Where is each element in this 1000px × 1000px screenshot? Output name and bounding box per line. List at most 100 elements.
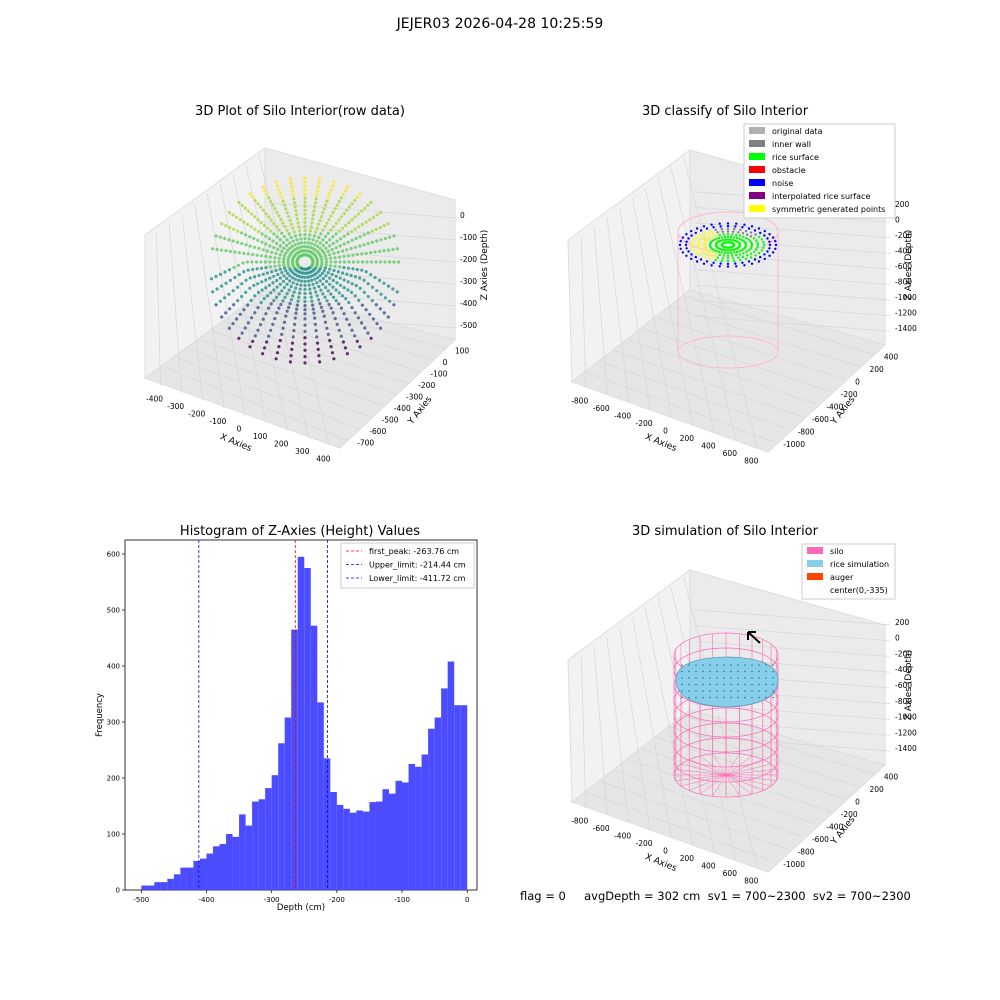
data-point xyxy=(695,235,698,239)
data-point xyxy=(740,238,743,241)
data-point xyxy=(313,316,317,320)
data-point xyxy=(287,288,291,292)
rice-point xyxy=(765,683,767,686)
data-point xyxy=(268,255,272,259)
data-point xyxy=(278,238,282,242)
data-point xyxy=(728,238,732,241)
data-point xyxy=(285,238,289,242)
data-point xyxy=(272,260,277,264)
data-point xyxy=(347,220,351,225)
y-tick-label: -300 xyxy=(406,393,423,402)
data-point xyxy=(356,260,360,264)
data-point xyxy=(276,247,280,252)
data-point xyxy=(695,227,699,230)
data-point xyxy=(310,299,314,303)
data-point xyxy=(378,225,382,230)
data-point xyxy=(762,241,765,244)
data-point xyxy=(236,229,240,233)
data-point xyxy=(240,294,244,299)
data-point xyxy=(252,283,256,288)
z-tick-label: -1400 xyxy=(895,744,917,753)
data-point xyxy=(249,298,253,302)
data-point xyxy=(699,258,703,261)
data-point xyxy=(278,282,282,286)
grid-line xyxy=(632,197,672,418)
data-point xyxy=(274,225,279,229)
data-point xyxy=(278,253,282,257)
data-point xyxy=(711,235,714,238)
data-point xyxy=(349,246,353,251)
silo-floor-line xyxy=(725,769,777,776)
data-point xyxy=(716,256,719,259)
data-point xyxy=(285,211,289,215)
data-point xyxy=(705,260,709,263)
data-point xyxy=(335,322,339,326)
rice-point xyxy=(772,683,774,686)
data-point xyxy=(303,200,307,204)
data-point xyxy=(722,254,725,257)
chart-3d-raw: -400 -300 -200 -100 0 100 200 300 400 -700 -600 -50… xyxy=(143,147,490,463)
data-point xyxy=(307,237,311,241)
z-axis-label: Z Axies (Depth) xyxy=(904,650,914,721)
data-point xyxy=(750,241,753,245)
grid-line xyxy=(670,167,737,440)
data-point xyxy=(704,247,707,250)
data-point xyxy=(318,218,322,223)
data-point xyxy=(290,244,294,248)
data-point xyxy=(382,281,386,285)
data-point xyxy=(334,221,338,225)
histogram-bar xyxy=(362,811,370,890)
data-point xyxy=(326,195,330,199)
data-point xyxy=(267,237,271,241)
rice-point xyxy=(758,696,760,699)
data-point xyxy=(295,217,299,221)
data-point xyxy=(281,260,286,264)
data-point xyxy=(720,236,723,239)
data-point xyxy=(685,254,688,257)
data-point xyxy=(699,233,702,236)
data-point xyxy=(284,269,288,273)
y-tick-label: 100 xyxy=(455,347,470,356)
data-point xyxy=(333,264,337,268)
data-point xyxy=(366,231,370,235)
legend-swatch xyxy=(749,205,765,212)
rice-point xyxy=(723,670,725,673)
data-point xyxy=(319,232,323,236)
data-point xyxy=(350,238,354,242)
histogram-bar xyxy=(186,867,194,890)
data-point xyxy=(698,239,701,242)
data-point xyxy=(224,224,228,228)
data-point xyxy=(342,286,346,290)
data-point xyxy=(324,274,328,278)
data-point xyxy=(732,248,736,251)
x-tick-label: -200 xyxy=(188,410,205,419)
data-point xyxy=(344,297,348,301)
tick-labels: -400 -300 -200 -100 0 100 200 300 400 -700 -600 -50… xyxy=(146,211,477,463)
data-point xyxy=(379,238,383,242)
grid-line xyxy=(632,617,672,838)
silo-floor-line xyxy=(725,755,753,776)
data-point xyxy=(287,305,291,309)
data-point xyxy=(240,231,244,235)
data-point xyxy=(328,253,332,257)
grid-line xyxy=(619,207,651,411)
data-point xyxy=(289,298,293,302)
data-point xyxy=(347,300,351,305)
y-tick-label: 0 xyxy=(855,797,860,806)
rice-point xyxy=(709,664,711,666)
data-point xyxy=(323,320,328,324)
data-point xyxy=(714,228,717,231)
data-point xyxy=(690,257,693,261)
data-point xyxy=(303,176,307,180)
legend-entry: auger xyxy=(830,573,854,582)
data-point xyxy=(328,238,332,242)
data-point xyxy=(708,257,712,261)
data-point xyxy=(718,222,721,225)
data-point xyxy=(269,229,273,233)
data-point xyxy=(295,246,299,250)
data-point xyxy=(248,286,252,290)
grid-line xyxy=(694,238,891,254)
rice-point xyxy=(681,664,683,666)
silo-floor-line xyxy=(725,774,740,797)
data-point xyxy=(306,245,310,249)
